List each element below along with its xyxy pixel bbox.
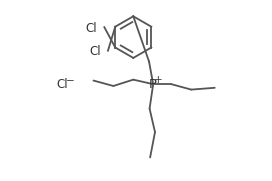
- Text: +: +: [154, 75, 163, 85]
- Text: Cl: Cl: [85, 22, 97, 35]
- Text: Cl: Cl: [56, 78, 68, 91]
- Text: P: P: [149, 78, 157, 91]
- Text: −: −: [66, 75, 75, 86]
- Text: Cl: Cl: [89, 45, 101, 58]
